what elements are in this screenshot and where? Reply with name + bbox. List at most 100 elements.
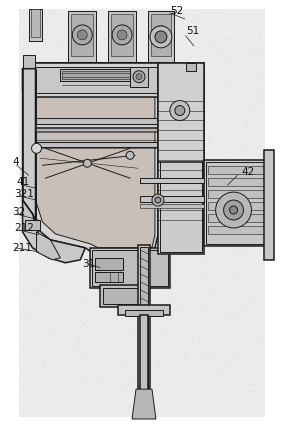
Point — [164, 293, 168, 300]
Point — [209, 40, 214, 47]
Point — [247, 102, 251, 109]
Point — [179, 151, 184, 158]
Point — [78, 401, 82, 408]
Point — [23, 206, 27, 213]
Point — [213, 246, 218, 253]
Point — [203, 108, 207, 115]
Point — [24, 408, 28, 415]
Point — [182, 44, 186, 51]
Point — [159, 411, 164, 418]
Point — [73, 392, 77, 399]
Point — [153, 217, 157, 224]
Point — [200, 145, 205, 152]
Point — [237, 93, 241, 100]
Point — [26, 272, 30, 279]
Point — [118, 16, 123, 23]
Point — [31, 292, 35, 299]
Point — [93, 34, 98, 41]
Point — [23, 350, 27, 357]
Point — [43, 13, 48, 20]
Point — [88, 190, 93, 197]
Point — [122, 104, 127, 111]
Point — [31, 224, 35, 231]
Point — [260, 195, 264, 202]
Point — [205, 300, 210, 307]
Point — [145, 332, 149, 339]
Point — [124, 213, 129, 220]
Point — [65, 99, 70, 106]
Circle shape — [157, 31, 165, 39]
Point — [163, 276, 168, 283]
Point — [112, 140, 116, 147]
Point — [162, 318, 166, 325]
Point — [124, 8, 128, 15]
Point — [27, 377, 32, 384]
Point — [41, 367, 45, 374]
Point — [32, 73, 36, 80]
Point — [221, 96, 225, 103]
Point — [244, 207, 248, 214]
Point — [154, 57, 158, 64]
Point — [226, 50, 231, 57]
Point — [62, 29, 66, 36]
Point — [110, 128, 114, 135]
Point — [193, 355, 198, 362]
Point — [106, 266, 111, 273]
Point — [162, 107, 167, 114]
Point — [254, 195, 259, 202]
Point — [128, 35, 132, 42]
Point — [157, 331, 162, 338]
Point — [252, 152, 256, 159]
Point — [97, 317, 102, 324]
Point — [84, 122, 89, 129]
Point — [146, 257, 150, 264]
Point — [110, 19, 114, 26]
Point — [214, 327, 219, 334]
Point — [44, 290, 49, 297]
Point — [203, 259, 208, 266]
Point — [178, 236, 183, 243]
Point — [251, 115, 256, 122]
Point — [261, 398, 265, 405]
Point — [114, 112, 118, 119]
Point — [69, 29, 74, 36]
Point — [120, 164, 124, 171]
Point — [124, 198, 129, 205]
Point — [210, 67, 214, 74]
Point — [222, 78, 226, 85]
Point — [216, 131, 221, 138]
Point — [36, 159, 40, 166]
Point — [55, 289, 59, 296]
Point — [204, 310, 208, 317]
Point — [219, 401, 223, 408]
Point — [158, 326, 162, 332]
Point — [124, 30, 129, 36]
Point — [56, 43, 60, 50]
Point — [115, 85, 119, 92]
Point — [213, 77, 217, 84]
Point — [138, 309, 142, 316]
Point — [68, 111, 73, 118]
Point — [243, 177, 248, 184]
Point — [241, 358, 245, 365]
Point — [145, 217, 150, 224]
Point — [130, 69, 135, 76]
Point — [238, 308, 242, 315]
Point — [80, 98, 84, 105]
Point — [121, 43, 125, 50]
Point — [122, 142, 127, 149]
Point — [202, 134, 206, 141]
Point — [118, 256, 122, 263]
Point — [225, 83, 230, 90]
Point — [139, 393, 144, 400]
Point — [183, 233, 187, 240]
Point — [247, 104, 252, 111]
Point — [235, 335, 240, 342]
Point — [66, 79, 70, 86]
Point — [190, 329, 195, 336]
Point — [222, 120, 226, 127]
Point — [48, 362, 53, 368]
Point — [241, 124, 245, 131]
Point — [77, 312, 81, 319]
Point — [114, 207, 119, 214]
